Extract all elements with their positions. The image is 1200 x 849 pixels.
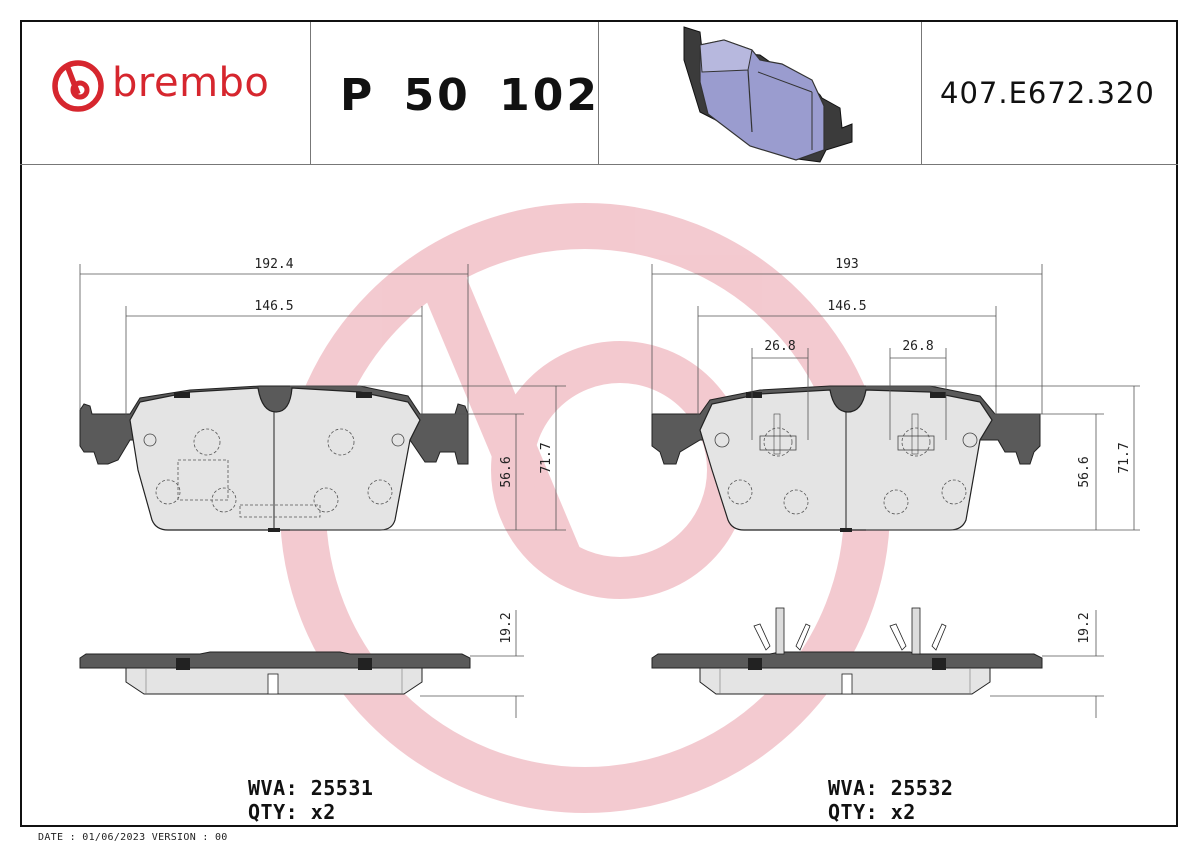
brand-name: brembo [112,60,270,106]
left-wva: WVA: 25531 [248,776,374,800]
part-number: P 50 102 [340,70,600,121]
header-separator-2 [598,22,599,164]
reference-number: 407.E672.320 [940,76,1155,110]
brand-block: brembo [52,60,269,112]
left-qty: QTY: x2 [248,800,336,824]
header-separator-3 [921,22,922,164]
footer-date-version: DATE : 01/06/2023 VERSION : 00 [38,832,228,843]
right-wva: WVA: 25532 [828,776,954,800]
brembo-logo-icon [52,60,104,112]
header-separator-1 [310,22,311,164]
header-divider [20,164,1178,165]
right-qty: QTY: x2 [828,800,916,824]
drawing-frame [20,20,1178,827]
